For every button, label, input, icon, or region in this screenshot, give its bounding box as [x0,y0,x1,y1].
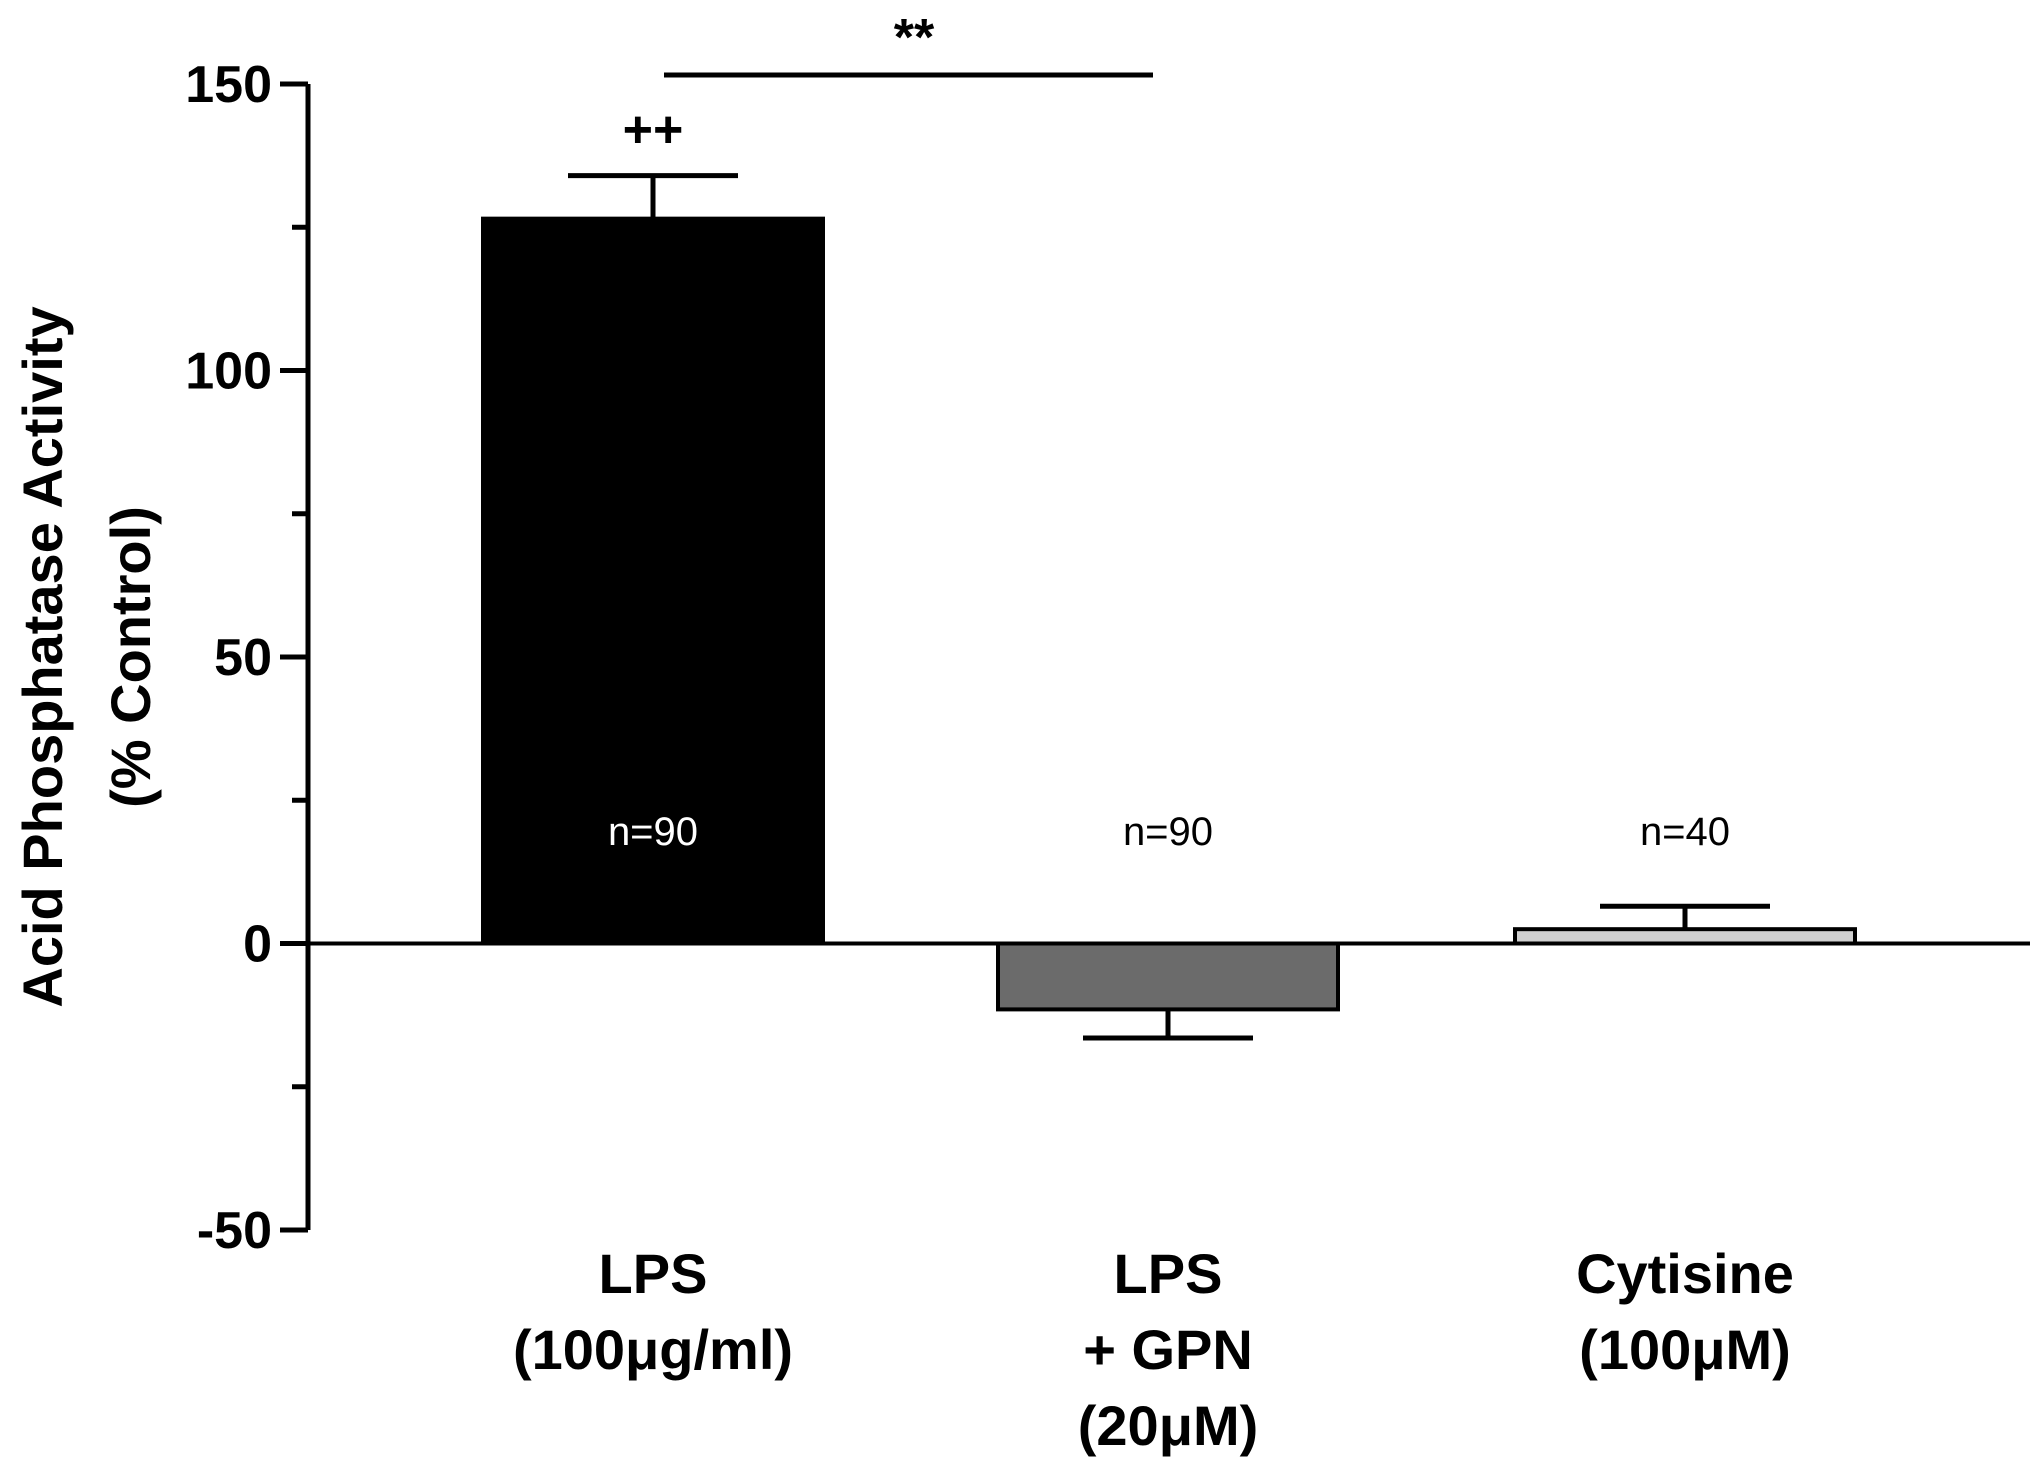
n-label: n=90 [1123,810,1213,854]
y-axis-title: Acid Phosphatase Activity [11,306,74,1007]
n-label: n=90 [608,810,698,854]
significance-marker: ++ [623,101,684,159]
x-category-label: LPS (100μg/ml) [513,1242,793,1381]
comparison-significance: ** [894,9,935,67]
x-category-label: Cytisine (100μM) [1576,1242,1794,1381]
x-category-line: LPS [1114,1242,1223,1305]
bar [996,941,1340,1012]
y-tick-label: 50 [214,629,272,687]
n-label: n=40 [1640,810,1730,854]
y-tick-label: 0 [243,916,272,974]
bar [1513,927,1857,946]
x-category-line: (100μg/ml) [513,1318,793,1381]
x-category-label: LPS + GPN (20μM) [1078,1242,1259,1457]
x-category-line: Cytisine [1576,1242,1794,1305]
y-tick-label: -50 [197,1202,272,1260]
x-category-line: LPS [599,1242,708,1305]
y-axis-title: (% Control) [99,506,162,808]
x-category-line: (20μM) [1078,1394,1259,1457]
x-category-line: + GPN [1083,1318,1253,1381]
x-category-line: (100μM) [1579,1318,1791,1381]
y-tick-label: 100 [185,343,272,401]
y-tick-label: 150 [185,56,272,114]
